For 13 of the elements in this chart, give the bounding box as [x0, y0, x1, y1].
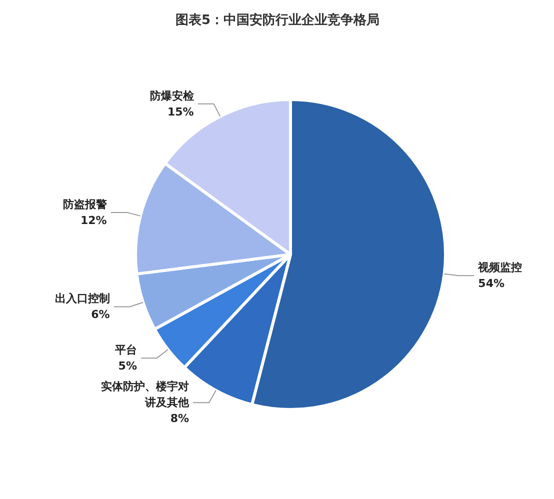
- chart-title: 图表5：中国安防行业企业竞争格局: [175, 12, 380, 28]
- data-label: 8%: [170, 412, 190, 426]
- data-label: 5%: [118, 360, 137, 373]
- data-label: 12%: [80, 214, 107, 227]
- slice-label: 实体防护、楼宇对讲及其他: [101, 380, 190, 410]
- data-label: 6%: [91, 308, 110, 322]
- data-label: 15%: [167, 105, 194, 118]
- slice-label: 防爆安检: [150, 89, 195, 102]
- slice-label: 平台: [114, 344, 137, 357]
- slice-label: 防盗报警: [62, 198, 107, 211]
- slice-label: 视频监控: [477, 261, 522, 274]
- data-label: 54%: [478, 277, 505, 290]
- slice-label: 出入口控制: [54, 292, 110, 306]
